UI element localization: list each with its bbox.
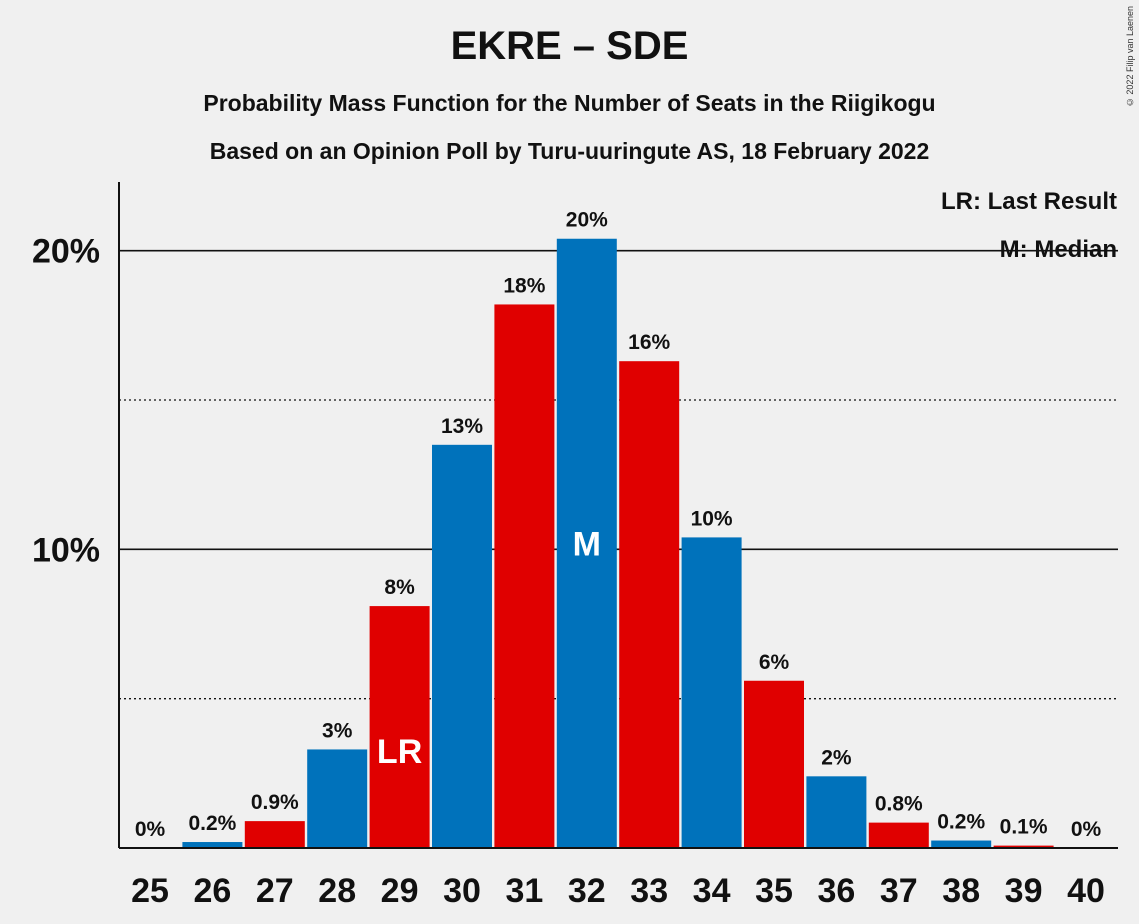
chart-subtitle-2: Based on an Opinion Poll by Turu-uuringu… [209, 138, 930, 164]
value-label: 0% [1071, 818, 1102, 841]
value-label: 6% [759, 651, 790, 674]
legend-median: M: Median [1000, 236, 1117, 263]
bar-seat-35 [744, 680, 804, 848]
value-label: 10% [691, 507, 733, 530]
axes [118, 182, 1118, 849]
x-tick-label: 36 [817, 872, 855, 910]
median-marker: M [573, 525, 601, 563]
value-label: 0.2% [937, 811, 985, 834]
legend-last-result: LR: Last Result [941, 188, 1117, 215]
x-tick-label: 34 [693, 872, 731, 910]
value-label: 16% [628, 331, 670, 354]
value-label: 13% [441, 415, 483, 438]
x-tick-label: 35 [755, 872, 793, 910]
value-label: 0.1% [1000, 816, 1048, 839]
labels: 10% 20% 0% 25 0.2% 26 0.9% 27 3% 28 8% 29 LR 13% 30 18%… [32, 209, 1105, 910]
x-tick-label: 25 [131, 872, 169, 910]
gridlines [119, 249, 1118, 700]
y-tick-label: 10% [32, 531, 100, 569]
bar-seat-31 [494, 304, 555, 848]
bar-seat-33 [619, 361, 680, 848]
x-tick-label: 38 [942, 872, 980, 910]
x-tick-label: 33 [630, 872, 668, 910]
bar-seat-34 [681, 537, 742, 848]
y-tick-label: 20% [32, 233, 100, 271]
x-tick-label: 28 [318, 872, 356, 910]
x-tick-label: 27 [256, 872, 294, 910]
x-tick-label: 39 [1005, 872, 1043, 910]
bars [182, 238, 1054, 849]
x-tick-label: 40 [1067, 872, 1105, 910]
bar-seat-38 [931, 840, 992, 848]
bar-seat-30 [432, 444, 492, 848]
bar-seat-27 [244, 821, 305, 848]
bar-seat-26 [182, 842, 243, 848]
x-tick-label: 31 [505, 872, 543, 910]
bar-seat-37 [868, 822, 929, 848]
bar-seat-29 [369, 606, 430, 848]
value-label: 18% [503, 274, 545, 297]
value-label: 2% [821, 746, 852, 769]
x-tick-label: 26 [193, 872, 231, 910]
value-label: 0.8% [875, 793, 923, 816]
x-tick-label: 37 [880, 872, 918, 910]
x-tick-label: 32 [568, 872, 606, 910]
value-label: 0% [135, 818, 166, 841]
bar-seat-36 [806, 776, 867, 848]
value-label: 3% [322, 719, 353, 742]
last-result-marker: LR [377, 733, 422, 771]
bar-seat-28 [307, 749, 368, 848]
bar-seat-32 [556, 238, 617, 849]
value-label: 20% [566, 209, 608, 232]
x-tick-label: 29 [381, 872, 419, 910]
value-label: 0.9% [251, 791, 299, 814]
chart-subtitle-1: Probability Mass Function for the Number… [203, 90, 936, 116]
x-tick-label: 30 [443, 872, 481, 910]
bar-seat-39 [993, 845, 1054, 848]
value-label: 0.2% [188, 812, 236, 835]
value-label: 8% [384, 576, 415, 599]
chart-title: EKRE – SDE [450, 24, 689, 68]
